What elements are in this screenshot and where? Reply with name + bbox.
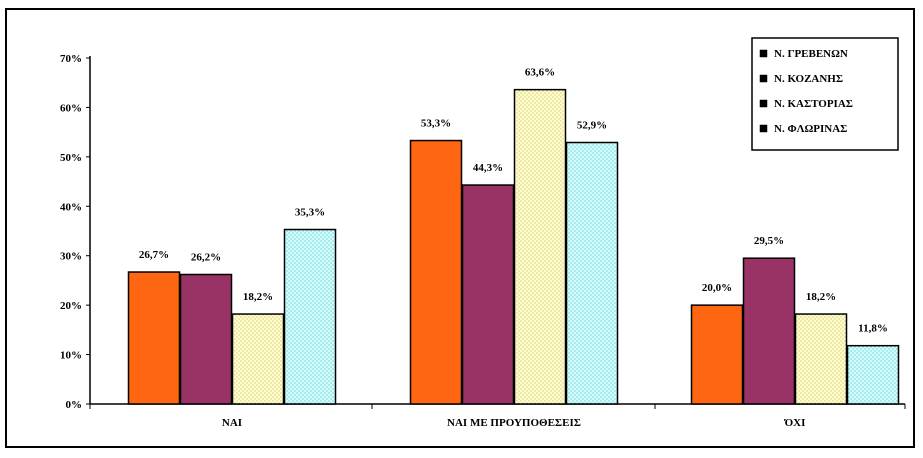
data-label: 11,8% — [858, 323, 888, 335]
legend-swatch — [759, 74, 768, 83]
bar — [742, 257, 796, 405]
bar — [461, 184, 515, 405]
data-label: 35,3% — [295, 207, 325, 219]
legend-entry: Ν. ΦΛΩΡΙΝΑΣ — [774, 123, 847, 135]
bar — [794, 313, 848, 405]
bar — [127, 271, 181, 405]
data-label: 18,2% — [243, 291, 273, 303]
bars: 26,7% 26,2% 18,2% 35,3% 53,3% 44,3% 63,6% 52,9%… — [127, 67, 900, 405]
data-label: 44,3% — [473, 162, 503, 174]
bar — [179, 273, 233, 405]
data-label: 26,7% — [139, 249, 169, 261]
data-label: 26,2% — [191, 251, 221, 263]
bar — [409, 139, 463, 405]
y-tick-label: 10% — [60, 350, 82, 362]
legend: Ν. ΓΡΕΒΕΝΩΝ Ν. ΚΟΖΑΝΗΣ Ν. ΚΑΣΤΟΡΙΑΣ Ν. ΦΛΩΡ… — [751, 37, 899, 151]
data-label: 53,3% — [421, 118, 451, 130]
bar — [690, 304, 744, 405]
category-label: ΝΑΙ — [222, 417, 242, 429]
legend-swatch — [759, 99, 768, 108]
bar — [283, 228, 337, 405]
legend-entry: Ν. ΚΟΖΑΝΗΣ — [774, 73, 843, 85]
y-tick-label: 50% — [60, 152, 82, 164]
y-tick-label: 30% — [60, 251, 82, 263]
category-label: ΝΑΙ ΜΕ ΠΡΟΥΠΟΘΕΣΕΙΣ — [447, 417, 581, 429]
data-label: 29,5% — [754, 235, 784, 247]
legend-entry: Ν. ΚΑΣΤΟΡΙΑΣ — [774, 98, 853, 110]
y-tick-label: 40% — [60, 201, 82, 213]
y-tick-label: 60% — [60, 102, 82, 114]
data-label: 18,2% — [806, 291, 836, 303]
bar — [513, 88, 567, 405]
data-label: 20,0% — [702, 282, 732, 294]
bar — [846, 344, 900, 405]
legend-swatch — [759, 124, 768, 133]
bar — [565, 141, 619, 405]
bar — [231, 313, 285, 405]
legend-box — [751, 37, 899, 151]
legend-entry: Ν. ΓΡΕΒΕΝΩΝ — [774, 48, 848, 60]
legend-swatch — [759, 49, 768, 58]
category-label: ΌΧΙ — [784, 417, 806, 429]
data-label: 52,9% — [577, 120, 607, 132]
y-tick-label: 0% — [66, 399, 83, 411]
y-tick-label: 70% — [60, 53, 82, 65]
y-tick-label: 20% — [60, 300, 82, 312]
data-label: 63,6% — [525, 67, 555, 79]
